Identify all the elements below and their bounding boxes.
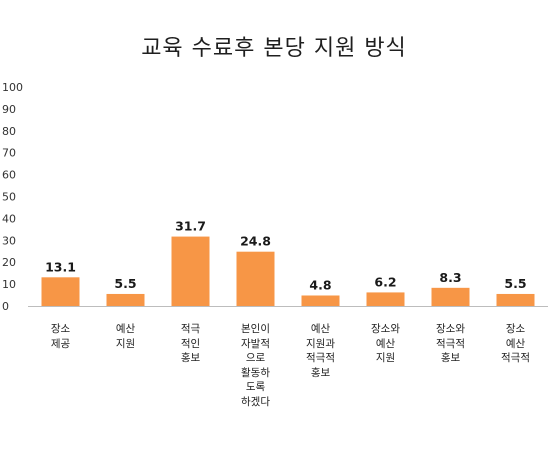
x-tick-label: 장소와 예산 지원 — [371, 323, 400, 364]
data-label: 24.8 — [240, 234, 271, 249]
data-label: 31.7 — [175, 219, 206, 234]
data-label: 5.5 — [504, 276, 526, 291]
y-tick-label: 70 — [2, 147, 16, 160]
x-tick-label: 본인이 자발적 으로 활동하 도록 하겠다 — [241, 323, 270, 408]
bar — [41, 277, 80, 306]
data-label: 13.1 — [45, 259, 76, 274]
data-label: 4.8 — [309, 277, 331, 292]
bar — [236, 251, 275, 306]
y-tick-label: 80 — [2, 125, 16, 138]
y-tick-label: 50 — [2, 191, 16, 204]
x-tick-label: 장소 예산 적극적 — [501, 323, 530, 364]
chart-title: 교육 수료후 본당 지원 방식 — [141, 36, 407, 61]
y-tick-label: 20 — [2, 256, 16, 269]
y-tick-label: 60 — [2, 169, 16, 182]
x-tick-label: 장소와 적극적 홍보 — [436, 323, 465, 364]
x-tick-label: 예산 지원 — [115, 323, 136, 350]
x-tick-label: 예산 지원과 적극적 홍보 — [306, 323, 335, 379]
y-tick-label: 40 — [2, 212, 16, 225]
x-tick-label: 장소 제공 — [50, 323, 71, 350]
y-tick-label: 30 — [2, 234, 16, 247]
data-label: 5.5 — [114, 276, 136, 291]
x-tick-label: 적극 적인 홍보 — [180, 323, 201, 364]
y-tick-label: 90 — [2, 103, 16, 116]
bar — [366, 292, 405, 306]
bar — [301, 295, 340, 306]
y-tick-label: 100 — [2, 81, 23, 94]
bar — [431, 287, 470, 306]
bar — [171, 236, 210, 306]
bar — [496, 293, 535, 306]
y-tick-label: 0 — [2, 300, 9, 313]
data-label: 8.3 — [439, 270, 461, 285]
y-tick-label: 10 — [2, 278, 16, 291]
data-label: 6.2 — [374, 274, 396, 289]
bar — [106, 293, 145, 306]
